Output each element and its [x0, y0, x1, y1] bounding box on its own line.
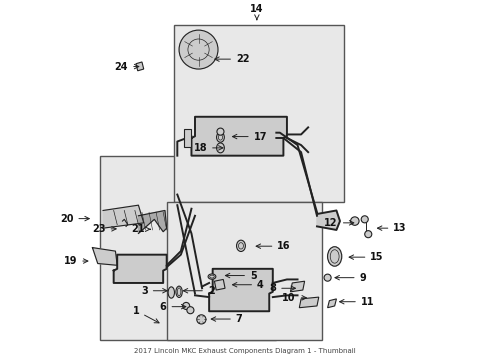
Text: 1: 1	[132, 306, 159, 323]
Text: 24: 24	[115, 62, 139, 72]
Polygon shape	[113, 255, 166, 283]
Polygon shape	[299, 297, 318, 308]
Polygon shape	[136, 62, 143, 71]
Ellipse shape	[208, 274, 215, 279]
Text: 13: 13	[377, 223, 406, 233]
Text: 15: 15	[348, 252, 383, 262]
Polygon shape	[103, 205, 143, 228]
Text: 11: 11	[339, 297, 373, 307]
Circle shape	[196, 315, 205, 324]
Polygon shape	[214, 279, 224, 290]
Circle shape	[217, 128, 224, 135]
Circle shape	[186, 307, 194, 314]
FancyBboxPatch shape	[100, 156, 276, 339]
Ellipse shape	[176, 286, 182, 297]
Circle shape	[179, 30, 218, 69]
Ellipse shape	[236, 240, 245, 252]
Polygon shape	[327, 299, 336, 308]
Text: 16: 16	[256, 241, 290, 251]
Text: 7: 7	[211, 314, 242, 324]
Polygon shape	[138, 211, 166, 234]
Polygon shape	[92, 248, 117, 265]
Text: 10: 10	[282, 293, 306, 303]
Text: 9: 9	[334, 273, 366, 283]
Polygon shape	[290, 281, 304, 292]
Text: 18: 18	[193, 143, 223, 153]
Ellipse shape	[168, 287, 174, 298]
Polygon shape	[184, 129, 191, 147]
Text: 8: 8	[269, 283, 295, 293]
Polygon shape	[209, 269, 272, 311]
Text: 22: 22	[214, 54, 249, 64]
Circle shape	[361, 216, 367, 223]
Ellipse shape	[327, 247, 341, 266]
Text: 2017 Lincoln MKC Exhaust Components Diagram 1 - Thumbnail: 2017 Lincoln MKC Exhaust Components Diag…	[133, 348, 355, 354]
Circle shape	[182, 302, 189, 310]
FancyBboxPatch shape	[173, 25, 343, 202]
Text: 19: 19	[63, 256, 88, 266]
Ellipse shape	[216, 132, 224, 142]
Text: 4: 4	[232, 280, 263, 290]
Text: 23: 23	[92, 224, 116, 234]
Circle shape	[324, 274, 330, 281]
Text: 17: 17	[232, 131, 266, 141]
Text: 3: 3	[141, 286, 167, 296]
Text: 5: 5	[225, 271, 256, 280]
FancyBboxPatch shape	[166, 202, 322, 339]
Circle shape	[364, 231, 371, 238]
Ellipse shape	[216, 143, 224, 153]
Text: 6: 6	[160, 302, 185, 312]
Polygon shape	[191, 117, 286, 156]
Text: 21: 21	[131, 224, 150, 234]
Text: 14: 14	[250, 4, 263, 20]
Circle shape	[350, 217, 358, 225]
Text: 12: 12	[324, 218, 353, 228]
Text: 20: 20	[60, 213, 89, 224]
Text: 2: 2	[183, 286, 214, 296]
Polygon shape	[316, 211, 339, 230]
